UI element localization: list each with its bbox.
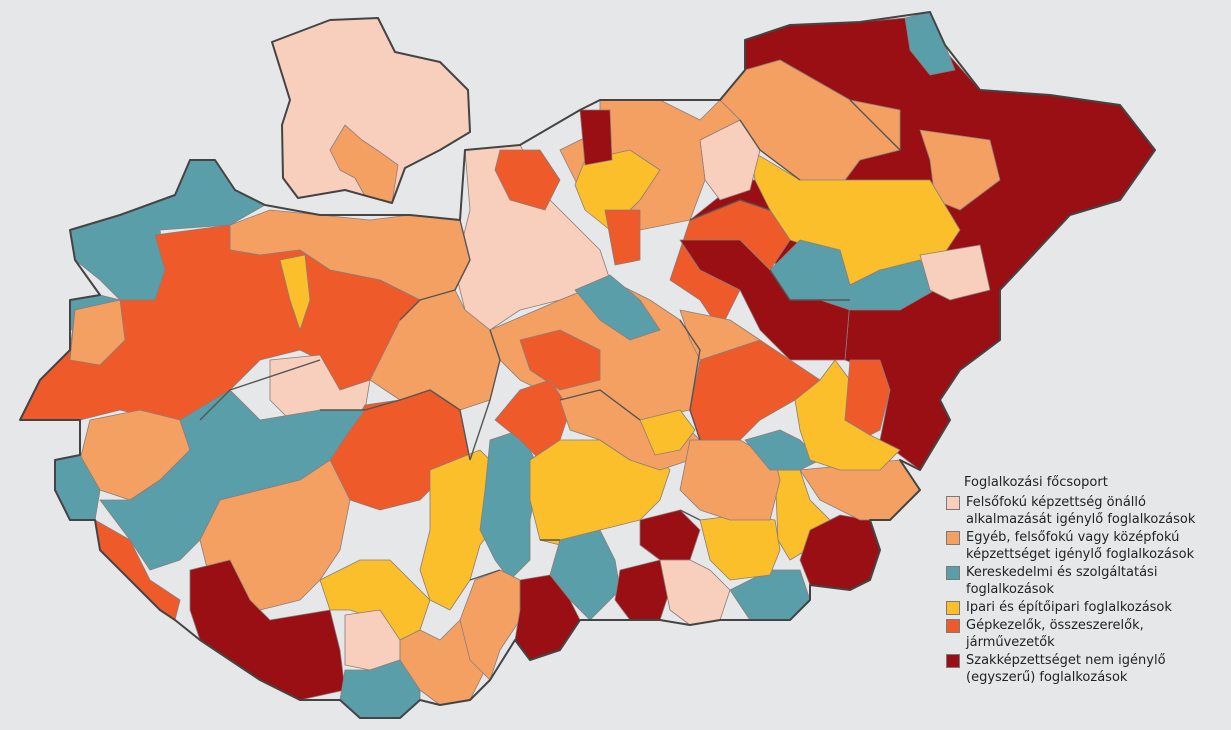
region-central-red2 bbox=[604, 209, 641, 266]
region-south-center-orange bbox=[459, 569, 521, 681]
legend-item-4: Ipari és építőipari foglalkozások bbox=[946, 599, 1231, 616]
country-regions bbox=[19, 11, 1156, 719]
legend-title: Foglalkozási főcsoport bbox=[964, 475, 1108, 490]
region-central-red3 bbox=[519, 329, 601, 391]
region-south-center-red bbox=[494, 379, 571, 461]
region-south-pink2 bbox=[659, 559, 731, 626]
region-central-teal bbox=[574, 274, 661, 341]
country-outline bbox=[19, 11, 1156, 719]
legend-item-6: Szakképzettséget nem igénylő (egyszerű) … bbox=[946, 652, 1231, 686]
region-southeast-yellow bbox=[699, 514, 781, 581]
region-east-orange bbox=[679, 309, 761, 361]
region-darkred-north bbox=[579, 109, 613, 166]
region-south-darkred4 bbox=[639, 509, 701, 561]
region-central-red bbox=[494, 149, 561, 211]
legend-swatch-1 bbox=[946, 496, 960, 510]
region-darkred-mid bbox=[679, 239, 851, 361]
legend: Foglalkozási főcsoport Felsőfokú képzett… bbox=[946, 474, 1231, 687]
legend-swatch-3 bbox=[946, 566, 960, 580]
legend-swatch-4 bbox=[946, 601, 960, 615]
legend-label-5: Gépkezelők, összeszerelők, járművezetők bbox=[966, 618, 1144, 650]
legend-label-2: Egyéb, felsőfokú vagy középfokú képzetts… bbox=[966, 530, 1195, 562]
legend-item-5: Gépkezelők, összeszerelők, járművezetők bbox=[946, 617, 1231, 651]
legend-label-6: Szakképzettséget nem igénylő (egyszerű) … bbox=[966, 653, 1166, 685]
legend-swatch-6 bbox=[946, 654, 960, 668]
legend-label-4: Ipari és építőipari foglalkozások bbox=[966, 600, 1172, 615]
legend-swatch-2 bbox=[946, 531, 960, 545]
legend-item-1: Felsőfokú képzettség önálló alkalmazását… bbox=[946, 494, 1231, 528]
region-ne-orange2 bbox=[919, 129, 1001, 211]
legend-item-3: Kereskedelmi és szolgáltatási foglalkozá… bbox=[946, 564, 1231, 598]
region-center-yellow3 bbox=[639, 409, 696, 456]
legend-label-3: Kereskedelmi és szolgáltatási foglalkozá… bbox=[966, 565, 1158, 597]
county-border-lines bbox=[199, 99, 901, 581]
budapest-inset bbox=[271, 17, 471, 204]
region-west-yellow bbox=[279, 254, 311, 331]
region-pink-east bbox=[919, 244, 991, 301]
legend-swatch-5 bbox=[946, 619, 960, 633]
region-west-orange-small bbox=[69, 299, 126, 366]
budapest-outline bbox=[271, 17, 471, 204]
region-east-yellow bbox=[794, 359, 901, 471]
county-borders bbox=[199, 99, 901, 581]
region-east-red2 bbox=[844, 359, 891, 436]
legend-item-2: Egyéb, felsőfokú vagy középfokú képzetts… bbox=[946, 529, 1231, 563]
legend-label-1: Felsőfokú képzettség önálló alkalmazását… bbox=[966, 495, 1196, 527]
